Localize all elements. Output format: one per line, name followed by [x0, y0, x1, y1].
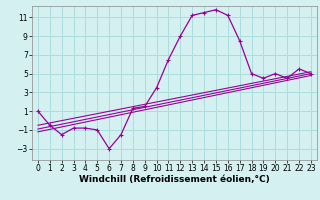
- X-axis label: Windchill (Refroidissement éolien,°C): Windchill (Refroidissement éolien,°C): [79, 175, 270, 184]
